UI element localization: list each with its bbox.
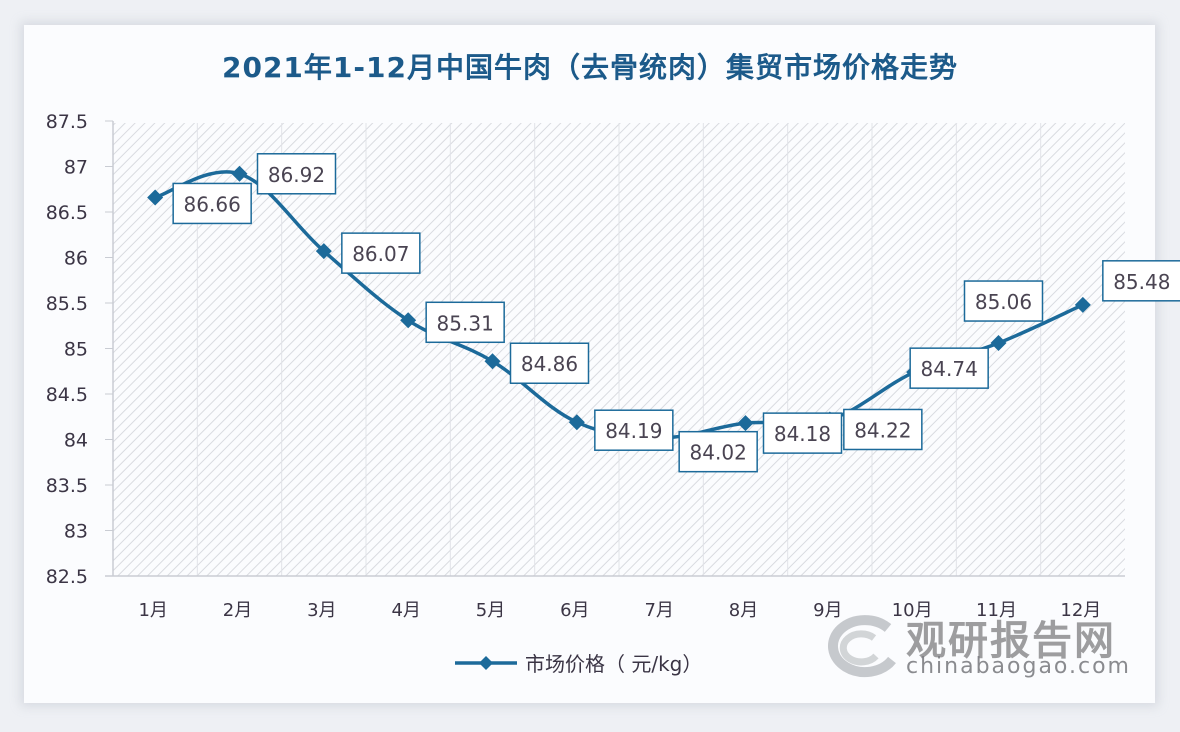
data-label: 84.22 [843, 408, 923, 451]
data-label: 86.92 [256, 153, 337, 195]
diamond-marker-icon [400, 312, 417, 329]
y-tick-label: 82.5 [46, 566, 88, 588]
diamond-marker-icon [737, 415, 754, 432]
x-tick-label: 10月 [892, 600, 933, 621]
diamond-marker-icon [484, 353, 501, 370]
data-label: 84.18 [762, 412, 843, 454]
y-tick-label: 86 [64, 248, 88, 270]
y-tick-label: 87.5 [46, 111, 88, 133]
svg-text:85.48: 85.48 [1113, 270, 1170, 294]
x-axis-ticks: 1月 2月 3月 4月 5月 6月 7月 8月 9月 10月 11月 12月 [138, 600, 1101, 621]
legend-label: 市场价格（ 元/kg） [525, 652, 703, 676]
y-tick-label: 83 [64, 521, 88, 543]
svg-text:84.74: 84.74 [921, 357, 978, 381]
x-tick-label: 6月 [560, 600, 589, 621]
diamond-marker-icon [990, 335, 1007, 352]
y-tick-label: 84 [64, 430, 88, 452]
legend-diamond-line-icon [455, 655, 517, 670]
data-label: 84.02 [678, 430, 758, 473]
x-tick-label: 8月 [729, 600, 758, 621]
watermark-cn: 观研报告网 [906, 618, 1116, 664]
data-label: 84.74 [909, 347, 989, 389]
x-tick-label: 11月 [976, 600, 1017, 621]
y-axis-ticks: 87.5 87 86.5 86 85.5 85 84.5 84 83.5 83 82.5 [46, 111, 113, 588]
diamond-marker-icon [568, 414, 585, 431]
y-tick-label: 86.5 [46, 202, 88, 224]
data-label: 86.66 [172, 182, 252, 225]
x-tick-label: 9月 [813, 600, 842, 621]
svg-text:86.92: 86.92 [268, 163, 325, 187]
svg-text:84.86: 84.86 [521, 352, 578, 376]
svg-text:85.06: 85.06 [975, 290, 1032, 314]
watermark-en: chinabaogao.com [906, 654, 1131, 679]
svg-text:84.18: 84.18 [774, 422, 831, 446]
data-label: 85.06 [963, 280, 1044, 322]
svg-text:84.19: 84.19 [605, 419, 662, 443]
data-label: 85.31 [425, 301, 505, 344]
watermark-logo-icon [828, 615, 896, 678]
svg-text:86.07: 86.07 [352, 242, 409, 266]
x-tick-label: 12月 [1060, 600, 1101, 621]
watermark: 观研报告网 chinabaogao.com [818, 604, 1138, 684]
x-tick-label: 5月 [476, 600, 505, 621]
x-tick-label: 1月 [138, 600, 167, 621]
svg-text:85.31: 85.31 [437, 311, 494, 335]
data-label: 84.86 [509, 342, 590, 384]
diamond-marker-icon [231, 165, 248, 182]
diamond-marker-icon [147, 189, 164, 206]
data-label: 84.19 [594, 409, 674, 451]
x-tick-label: 2月 [223, 600, 252, 621]
x-tick-label: 4月 [391, 600, 420, 621]
y-tick-label: 85.5 [46, 293, 88, 315]
y-tick-label: 87 [64, 157, 88, 179]
data-label: 86.07 [341, 232, 421, 274]
chart-title: 2021年1-12月中国牛肉（去骨统肉）集贸市场价格走势 [221, 51, 958, 84]
svg-text:84.02: 84.02 [690, 441, 747, 465]
data-label: 85.48 [1102, 260, 1180, 302]
y-tick-label: 84.5 [46, 384, 88, 406]
x-tick-label: 7月 [644, 600, 673, 621]
svg-text:84.22: 84.22 [854, 418, 911, 442]
y-tick-label: 83.5 [46, 475, 88, 497]
diamond-marker-icon [315, 243, 332, 260]
y-tick-label: 85 [64, 339, 88, 361]
svg-text:86.66: 86.66 [184, 192, 241, 216]
x-tick-label: 3月 [307, 600, 336, 621]
data-labels: 86.66 86.92 86.07 85.31 84.86 84.19 84.02 84.18… [172, 153, 1180, 473]
legend: 市场价格（ 元/kg） [455, 648, 702, 677]
diamond-marker-icon [1074, 296, 1091, 313]
